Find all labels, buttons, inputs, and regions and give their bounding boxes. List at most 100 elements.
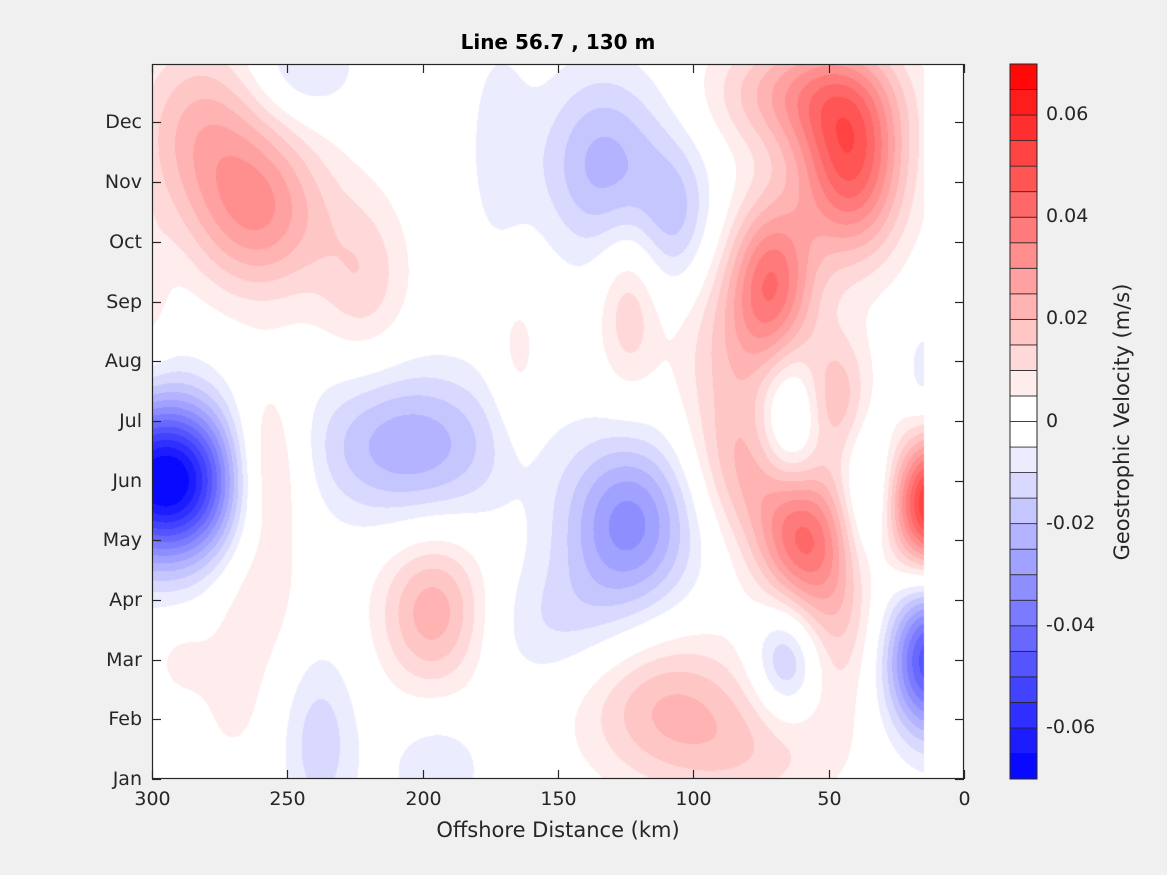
y-tick-label: Mar [106,648,142,671]
colorbar-level [1009,599,1038,627]
colorbar-level [1009,753,1038,780]
feature-red-45km-apr-ridge [826,609,832,615]
feature-red-80km-jan [744,746,750,752]
colorbar-level [1009,650,1038,678]
y-tick-label: Dec [105,110,142,133]
y-tick-label: Jan [112,767,142,790]
colorbar-level [1009,267,1038,295]
colorbar-level [1009,318,1038,346]
colorbar-level [1009,625,1038,652]
colorbar-level [1009,140,1038,167]
colorbar-level [1009,293,1038,320]
feature-red-125km-sep [625,305,631,311]
colorbar-level [1009,395,1038,422]
feature-red-290km-mar [176,657,182,663]
feature-red-85km-aug-band [723,346,729,352]
feature-red-195km-apr [430,609,436,615]
feature-red-60km-may [799,531,805,537]
feature-blue-105km-oct [674,215,680,221]
feature-blue-125km-may [625,519,631,525]
feature-jun-blue-core-offshore [163,478,169,484]
y-tick-label: Jul [119,409,142,432]
colorbar-tick-label: -0.06 [1046,715,1096,738]
y-tick-label: Sep [106,290,142,313]
feature-blue-245km-dec-top [298,66,304,72]
axis-ticks [151,64,966,781]
y-tick-label: Oct [109,230,142,253]
feature-red-15km-may-edge [934,501,940,507]
chart-title: Line 56.7 , 130 m [460,30,656,54]
feature-red-225km-sep [360,275,366,281]
colorbar-level [1009,446,1038,473]
y-tick-label: Nov [104,170,142,193]
y-tick-label: Jun [112,469,142,492]
feature-red-55km-dec-top [799,90,805,96]
colorbar-level [1009,701,1038,729]
velocity-contour-field [152,64,964,779]
colorbar-tick-label: 0.02 [1046,307,1089,330]
x-tick-label: 100 [675,788,712,810]
feature-red-75km-jun [744,466,750,472]
y-tick-label: Apr [109,588,142,611]
colorbar-level [1009,191,1038,218]
colorbar-tick-label: 0.06 [1046,103,1089,126]
x-tick-label: 150 [540,788,577,810]
feature-blue-15km-mar-edge [929,657,935,663]
colorbar-level [1009,472,1038,499]
y-tick-label: Feb [108,707,142,730]
colorbar-label: Geostrophic Velocity (m/s) [1110,283,1134,561]
feature-red-255km-jun [260,466,266,472]
colorbar-tick-label: -0.02 [1046,511,1096,534]
feature-red-70km-sep [769,281,775,287]
colorbar-level [1009,370,1038,397]
colorbar-level [1009,63,1038,90]
feature-blue-205km-jul [406,442,412,448]
x-tick-label: 50 [817,788,842,810]
x-tick-label: 0 [958,788,971,810]
feature-red-285km-dec [198,125,204,131]
x-axis-label: Offshore Distance (km) [436,818,680,842]
feature-red-300km-sep-edge [144,299,150,305]
feature-blue-175km-nov [495,143,501,149]
colorbar-tick-label: -0.04 [1046,613,1096,636]
colorbar-tick-label: 0.04 [1046,205,1089,228]
colorbar-level [1009,574,1038,601]
colorbar-level [1009,497,1038,525]
feature-red-40km-nov [847,161,853,167]
feature-blue-65km-mar [785,657,791,663]
feature-red-45km-jul [834,394,840,400]
colorbar-level [1009,165,1038,193]
feature-blue-195km-jan [433,764,439,770]
feature-red-260km-oct [257,209,263,215]
colorbar-level [1009,523,1038,550]
colorbar-tick-label: 0 [1046,409,1059,432]
feature-blue-135km-nov [601,161,607,167]
feature-blue-15km-aug-edge [920,370,926,376]
colorbar-level [1009,421,1038,448]
feature-white-65km-jul-hole [785,418,791,424]
feature-blue-240km-feb [317,740,323,746]
feature-red-110km-feb [658,698,664,704]
x-tick-label: 200 [405,788,442,810]
colorbar-frame [1009,63,1038,780]
feature-markers [144,66,940,770]
y-tick-label: Aug [104,349,142,372]
colorbar-level [1009,676,1038,703]
feature-white-35km-jun-hole [866,495,872,501]
feature-red-165km-aug [514,364,520,370]
feature-red-255km-feb-tail [230,698,236,704]
colorbar-level [1009,344,1038,371]
colorbar-level [1009,727,1038,754]
x-tick-label: 300 [134,788,171,810]
axes-box [151,63,965,780]
colorbar-level [1009,89,1038,116]
colorbar [1009,63,1038,780]
feature-red-255km-apr-tail [252,597,258,603]
x-tick-label: 250 [269,788,306,810]
colorbar-level [1009,216,1038,244]
y-tick-label: May [102,528,142,551]
colorbar-level [1009,242,1038,269]
colorbar-level [1009,548,1038,576]
feature-blue-150km-apr-tail [555,621,561,627]
